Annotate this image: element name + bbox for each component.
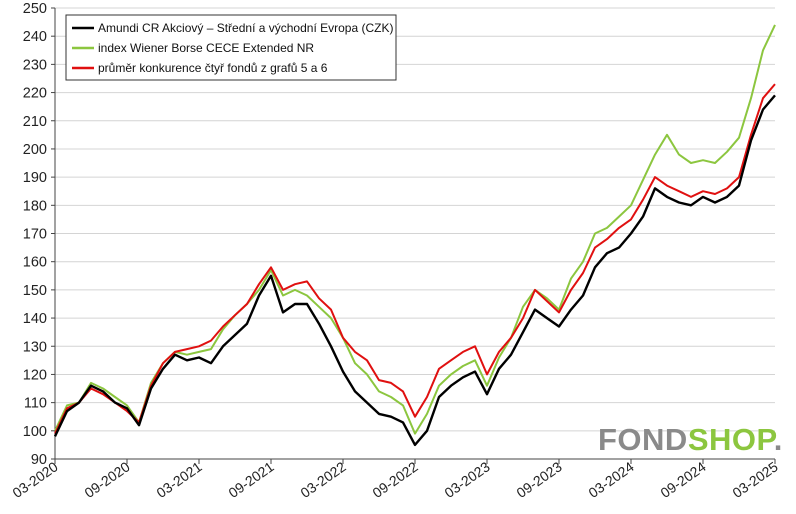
x-tick-label: 03-2023 bbox=[441, 458, 492, 501]
series-line-index bbox=[54, 24, 776, 435]
y-tick-label: 150 bbox=[23, 283, 47, 299]
legend-label-amundi: Amundi CR Akciový – Střední a východní E… bbox=[98, 21, 393, 35]
fondshop-logo: FONDSHOP. bbox=[598, 422, 783, 457]
legend: Amundi CR Akciový – Střední a východní E… bbox=[65, 14, 397, 81]
svg-text:FONDSHOP.: FONDSHOP. bbox=[598, 422, 783, 457]
y-tick-label: 220 bbox=[23, 86, 47, 102]
y-tick-label: 160 bbox=[23, 255, 47, 271]
x-tick-label: 09-2021 bbox=[225, 458, 276, 501]
y-tick-label: 140 bbox=[23, 311, 47, 327]
gridlines bbox=[55, 7, 775, 460]
y-tick-label: 250 bbox=[23, 1, 47, 17]
legend-box bbox=[65, 14, 397, 81]
y-axis: 90 100 110 120 130 140 150 160 170 180 190 200 210 22… bbox=[23, 1, 56, 468]
legend-label-average: průměr konkurence čtyř fondů z grafů 5 a… bbox=[98, 61, 328, 75]
y-tick-label: 180 bbox=[23, 198, 47, 214]
x-tick-label: 09-2024 bbox=[657, 458, 708, 501]
y-tick-label: 130 bbox=[23, 339, 47, 355]
legend-label-index: index Wiener Borse CECE Extended NR bbox=[98, 41, 314, 55]
y-tick-label: 90 bbox=[31, 452, 47, 468]
y-tick-label: 120 bbox=[23, 367, 47, 383]
x-tick-label: 03-2022 bbox=[297, 458, 348, 501]
x-tick-label: 09-2020 bbox=[81, 458, 132, 501]
y-tick-label: 230 bbox=[23, 57, 47, 73]
logo-shop-text: SHOP bbox=[688, 422, 777, 457]
series-lines bbox=[53, 24, 776, 447]
series-line-amundi bbox=[53, 94, 776, 447]
x-tick-label: 09-2022 bbox=[369, 458, 420, 501]
x-tick-label: 09-2023 bbox=[513, 458, 564, 501]
y-tick-label: 240 bbox=[23, 29, 47, 45]
y-tick-label: 100 bbox=[23, 424, 47, 440]
logo-dot: . bbox=[774, 422, 783, 457]
y-tick-label: 170 bbox=[23, 227, 47, 243]
x-tick-label: 03-2025 bbox=[729, 458, 780, 501]
logo-fond-text: FOND bbox=[598, 422, 688, 457]
y-tick-label: 190 bbox=[23, 170, 47, 186]
series-line-average bbox=[54, 83, 776, 435]
x-tick-label: 03-2021 bbox=[153, 458, 204, 501]
y-tick-label: 200 bbox=[23, 142, 47, 158]
x-axis: 03-2020 09-2020 03-2021 09-2021 03-2022 09-20… bbox=[9, 458, 780, 501]
y-tick-label: 110 bbox=[24, 396, 47, 412]
x-tick-label: 03-2024 bbox=[585, 458, 636, 501]
y-tick-label: 210 bbox=[23, 114, 47, 130]
